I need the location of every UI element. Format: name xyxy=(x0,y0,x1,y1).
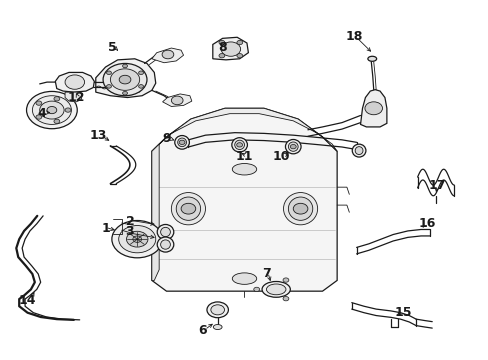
Text: 5: 5 xyxy=(108,41,117,54)
Circle shape xyxy=(119,226,156,253)
Ellipse shape xyxy=(285,139,301,154)
Circle shape xyxy=(206,302,228,318)
Text: 16: 16 xyxy=(418,216,435,230)
Circle shape xyxy=(290,144,296,149)
Polygon shape xyxy=(96,59,156,98)
Circle shape xyxy=(236,40,242,45)
Text: 18: 18 xyxy=(345,30,362,43)
Ellipse shape xyxy=(171,193,205,225)
Ellipse shape xyxy=(232,273,256,284)
Circle shape xyxy=(40,101,64,119)
Polygon shape xyxy=(55,72,94,92)
Circle shape xyxy=(364,102,382,115)
Circle shape xyxy=(221,42,240,56)
Circle shape xyxy=(32,96,71,125)
Polygon shape xyxy=(162,94,191,107)
Ellipse shape xyxy=(176,197,200,220)
Circle shape xyxy=(122,91,127,95)
Polygon shape xyxy=(152,108,336,151)
Circle shape xyxy=(283,297,288,301)
Ellipse shape xyxy=(160,240,170,249)
Circle shape xyxy=(210,305,224,315)
Circle shape xyxy=(122,64,127,68)
Text: 17: 17 xyxy=(427,179,445,192)
Circle shape xyxy=(236,54,242,58)
Text: 10: 10 xyxy=(272,150,289,163)
Circle shape xyxy=(110,69,140,90)
Text: 4: 4 xyxy=(38,107,46,120)
Ellipse shape xyxy=(157,237,173,252)
Text: 1: 1 xyxy=(101,222,110,235)
Ellipse shape xyxy=(174,135,189,149)
Text: 2: 2 xyxy=(125,215,134,228)
Ellipse shape xyxy=(234,140,244,149)
Circle shape xyxy=(133,236,142,242)
Circle shape xyxy=(283,278,288,282)
Circle shape xyxy=(36,115,41,119)
Circle shape xyxy=(236,143,242,147)
Circle shape xyxy=(65,75,84,89)
Text: 15: 15 xyxy=(393,306,411,319)
Text: 12: 12 xyxy=(67,91,85,104)
Ellipse shape xyxy=(288,197,312,220)
Polygon shape xyxy=(152,108,336,291)
Circle shape xyxy=(139,71,143,75)
Circle shape xyxy=(106,71,111,75)
Ellipse shape xyxy=(283,193,317,225)
Text: 9: 9 xyxy=(162,132,170,145)
Text: 7: 7 xyxy=(262,267,270,280)
Circle shape xyxy=(36,101,41,105)
Polygon shape xyxy=(152,144,159,280)
Circle shape xyxy=(181,203,195,214)
Ellipse shape xyxy=(262,282,290,297)
Ellipse shape xyxy=(266,284,285,295)
Polygon shape xyxy=(360,90,386,127)
Circle shape xyxy=(126,231,148,247)
Circle shape xyxy=(106,85,111,88)
Ellipse shape xyxy=(177,138,186,147)
Ellipse shape xyxy=(232,163,256,175)
Circle shape xyxy=(219,40,224,45)
Ellipse shape xyxy=(351,144,365,157)
Ellipse shape xyxy=(213,324,222,329)
Circle shape xyxy=(65,108,71,112)
Circle shape xyxy=(293,203,307,214)
Circle shape xyxy=(179,140,184,144)
Circle shape xyxy=(26,91,77,129)
Circle shape xyxy=(103,63,147,96)
Ellipse shape xyxy=(231,138,247,152)
Ellipse shape xyxy=(288,142,298,151)
Text: 13: 13 xyxy=(89,129,107,142)
Text: 8: 8 xyxy=(218,41,226,54)
Circle shape xyxy=(47,107,57,114)
Polygon shape xyxy=(212,37,248,60)
Circle shape xyxy=(219,54,224,58)
Text: 14: 14 xyxy=(19,294,36,307)
Ellipse shape xyxy=(157,225,173,239)
Text: 11: 11 xyxy=(235,150,253,163)
Circle shape xyxy=(171,96,183,105)
Circle shape xyxy=(119,75,131,84)
Ellipse shape xyxy=(354,147,362,154)
Ellipse shape xyxy=(160,227,170,237)
Text: 3: 3 xyxy=(125,225,134,238)
Circle shape xyxy=(112,221,162,258)
Polygon shape xyxy=(65,92,82,102)
Circle shape xyxy=(253,287,259,292)
Circle shape xyxy=(54,119,60,123)
Text: 6: 6 xyxy=(198,324,207,337)
Ellipse shape xyxy=(367,56,376,61)
Circle shape xyxy=(162,50,173,59)
Polygon shape xyxy=(152,48,183,63)
Circle shape xyxy=(54,97,60,101)
Circle shape xyxy=(139,85,143,88)
